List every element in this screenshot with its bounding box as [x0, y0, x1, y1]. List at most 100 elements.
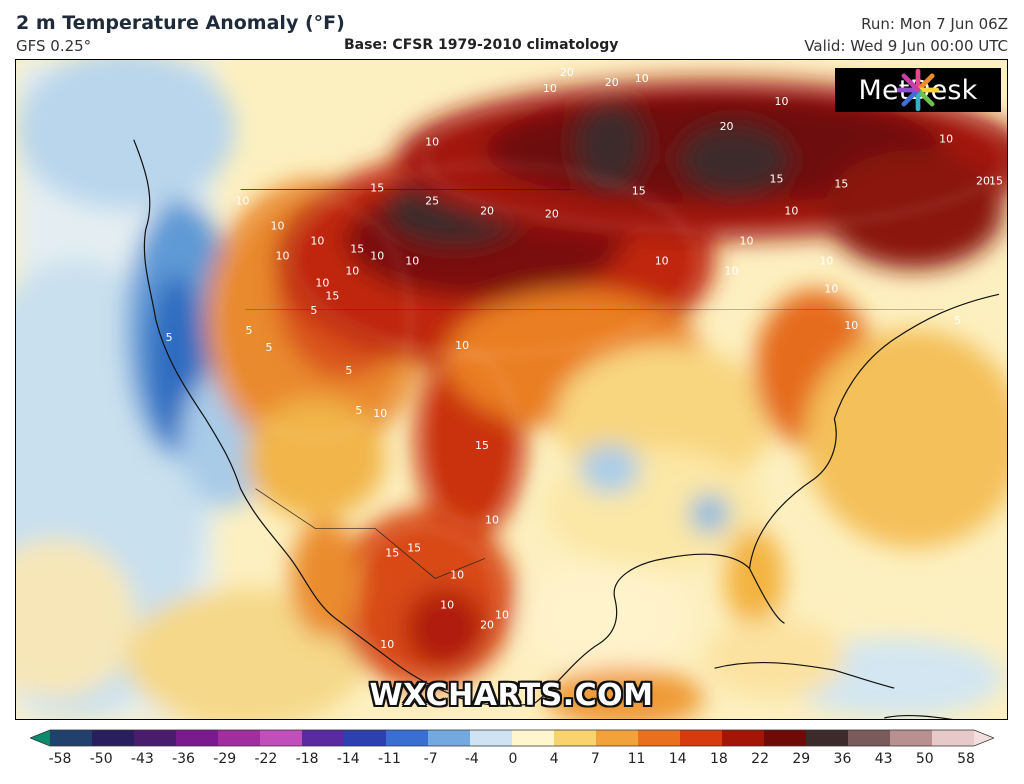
colorbar-max-arrow: [974, 730, 994, 746]
chart-title: 2 m Temperature Anomaly (°F): [16, 12, 345, 34]
georgia-cool: [689, 493, 730, 534]
colorbar-tick-label: 4: [549, 751, 559, 767]
contour-label: 10: [635, 72, 649, 85]
contour-label: 15: [989, 175, 1003, 188]
colorbar-segment: [302, 730, 345, 746]
quebec-hot: [824, 149, 1005, 270]
central-america-warm: [544, 668, 705, 719]
colorbar-min-arrow: [30, 730, 50, 746]
pacific-warm-patch: [16, 538, 136, 699]
contour-label: 15: [407, 542, 421, 555]
contour-label: 20: [605, 76, 619, 89]
colorbar-tick-label: -36: [172, 751, 195, 767]
colorbar-tick-label: 14: [668, 751, 687, 767]
colorbar-tick-label: 18: [709, 751, 728, 767]
colorbar-segment: [260, 730, 303, 746]
contour-label: 5: [310, 304, 317, 317]
hudson-peak-1: [574, 99, 645, 190]
contour-label: 10: [370, 249, 384, 262]
contour-label: 25: [425, 195, 439, 208]
colorbar-segment: [764, 730, 807, 746]
contour-label: 10: [310, 234, 324, 247]
contour-label: 10: [543, 82, 557, 95]
contour-label: 10: [819, 254, 833, 267]
contour-label: 10: [939, 133, 953, 146]
contour-label: 10: [844, 319, 858, 332]
colorbar-segment: [344, 730, 387, 746]
contour-label: 10: [380, 638, 394, 651]
colorbar-segment: [596, 730, 639, 746]
colorbar-segment: [176, 730, 219, 746]
contour-label: 10: [345, 264, 359, 277]
contour-label: 10: [275, 249, 289, 262]
colorbar-tick-label: -11: [378, 751, 401, 767]
colorbar-segment: [386, 730, 429, 746]
run-time-label: Run: Mon 7 Jun 06Z: [861, 15, 1008, 33]
contour-label: 15: [385, 546, 399, 559]
contour-label: 5: [345, 364, 352, 377]
atlantic-warm: [804, 329, 1007, 549]
colorbar-tick-label: 29: [792, 751, 811, 767]
model-label: GFS 0.25°: [16, 37, 92, 55]
contour-label: 20: [545, 208, 559, 221]
contour-label: 10: [315, 276, 329, 289]
contour-label: 10: [495, 608, 509, 621]
valid-time-label: Valid: Wed 9 Jun 00:00 UTC: [804, 37, 1008, 55]
contour-label: 10: [440, 598, 454, 611]
colorbar-segment: [50, 730, 93, 746]
colorbar-segment: [512, 730, 555, 746]
arkansas-cool: [579, 443, 640, 494]
contour-label: 15: [834, 178, 848, 191]
contour-label: 10: [425, 136, 439, 149]
hudson-peak-2: [679, 124, 790, 195]
colorbar-segment: [806, 730, 849, 746]
contour-label: 20: [480, 618, 494, 631]
colorbar-outline: [30, 729, 994, 747]
contour-label: 10: [405, 254, 419, 267]
contour-label: 5: [355, 404, 362, 417]
contour-label: 10: [725, 264, 739, 277]
contour-label: 10: [824, 282, 838, 295]
contour-label: 15: [769, 173, 783, 186]
colorbar-tick-label: -14: [336, 751, 360, 767]
contour-label: 20: [720, 120, 734, 133]
colorbar-tick-label: 11: [627, 751, 646, 767]
contour-label: 20: [976, 175, 990, 188]
wxcharts-watermark: WXCHARTS.COM: [369, 678, 654, 713]
colorbar-segment: [848, 730, 891, 746]
colorbar-segment: [134, 730, 177, 746]
colorbar-tick-label: 7: [590, 751, 600, 767]
contour-label: 10: [740, 234, 754, 247]
contour-label: 10: [774, 95, 788, 108]
colorbar-segment: [470, 730, 513, 746]
colorbar-segment: [218, 730, 261, 746]
contour-label: 10: [655, 254, 669, 267]
contour-label: 15: [350, 242, 364, 255]
colorbar-tick-label: -43: [130, 751, 154, 767]
brand-logo: MetDesk: [835, 68, 1001, 112]
colorbar-tick-label: -4: [464, 751, 479, 767]
contour-label: 15: [325, 289, 339, 302]
colorbar-segment: [638, 730, 681, 746]
colorbar-tick-label: 43: [874, 751, 893, 767]
contour-label: 5: [954, 314, 961, 327]
colorbar-tick-label: 0: [508, 751, 518, 767]
contour-label: 15: [475, 439, 489, 452]
colorbar-segment: [932, 730, 975, 746]
colorbar-tick-label: -50: [89, 751, 113, 767]
colorbar-tick-label: -58: [48, 751, 72, 767]
contour-label: 5: [246, 324, 253, 337]
colorbar-tick-label: -29: [213, 751, 237, 767]
colorbar-tick-label: -7: [423, 751, 438, 767]
gulf-neutral: [524, 563, 685, 674]
contour-label: 10: [270, 219, 284, 232]
colorbar-segment: [92, 730, 135, 746]
contour-label: 15: [632, 185, 646, 198]
colorbar-tick-label: -22: [254, 751, 278, 767]
desert-sw-warm: [245, 398, 386, 519]
contour-label: 10: [784, 205, 798, 218]
contour-label: 10: [450, 568, 464, 581]
anomaly-map[interactable]: 20 20 20 10 10 10 10 25 20 20 15 15 15 15 10 15 10 10 10 10…: [15, 59, 1008, 720]
colorbar-segment: [722, 730, 765, 746]
